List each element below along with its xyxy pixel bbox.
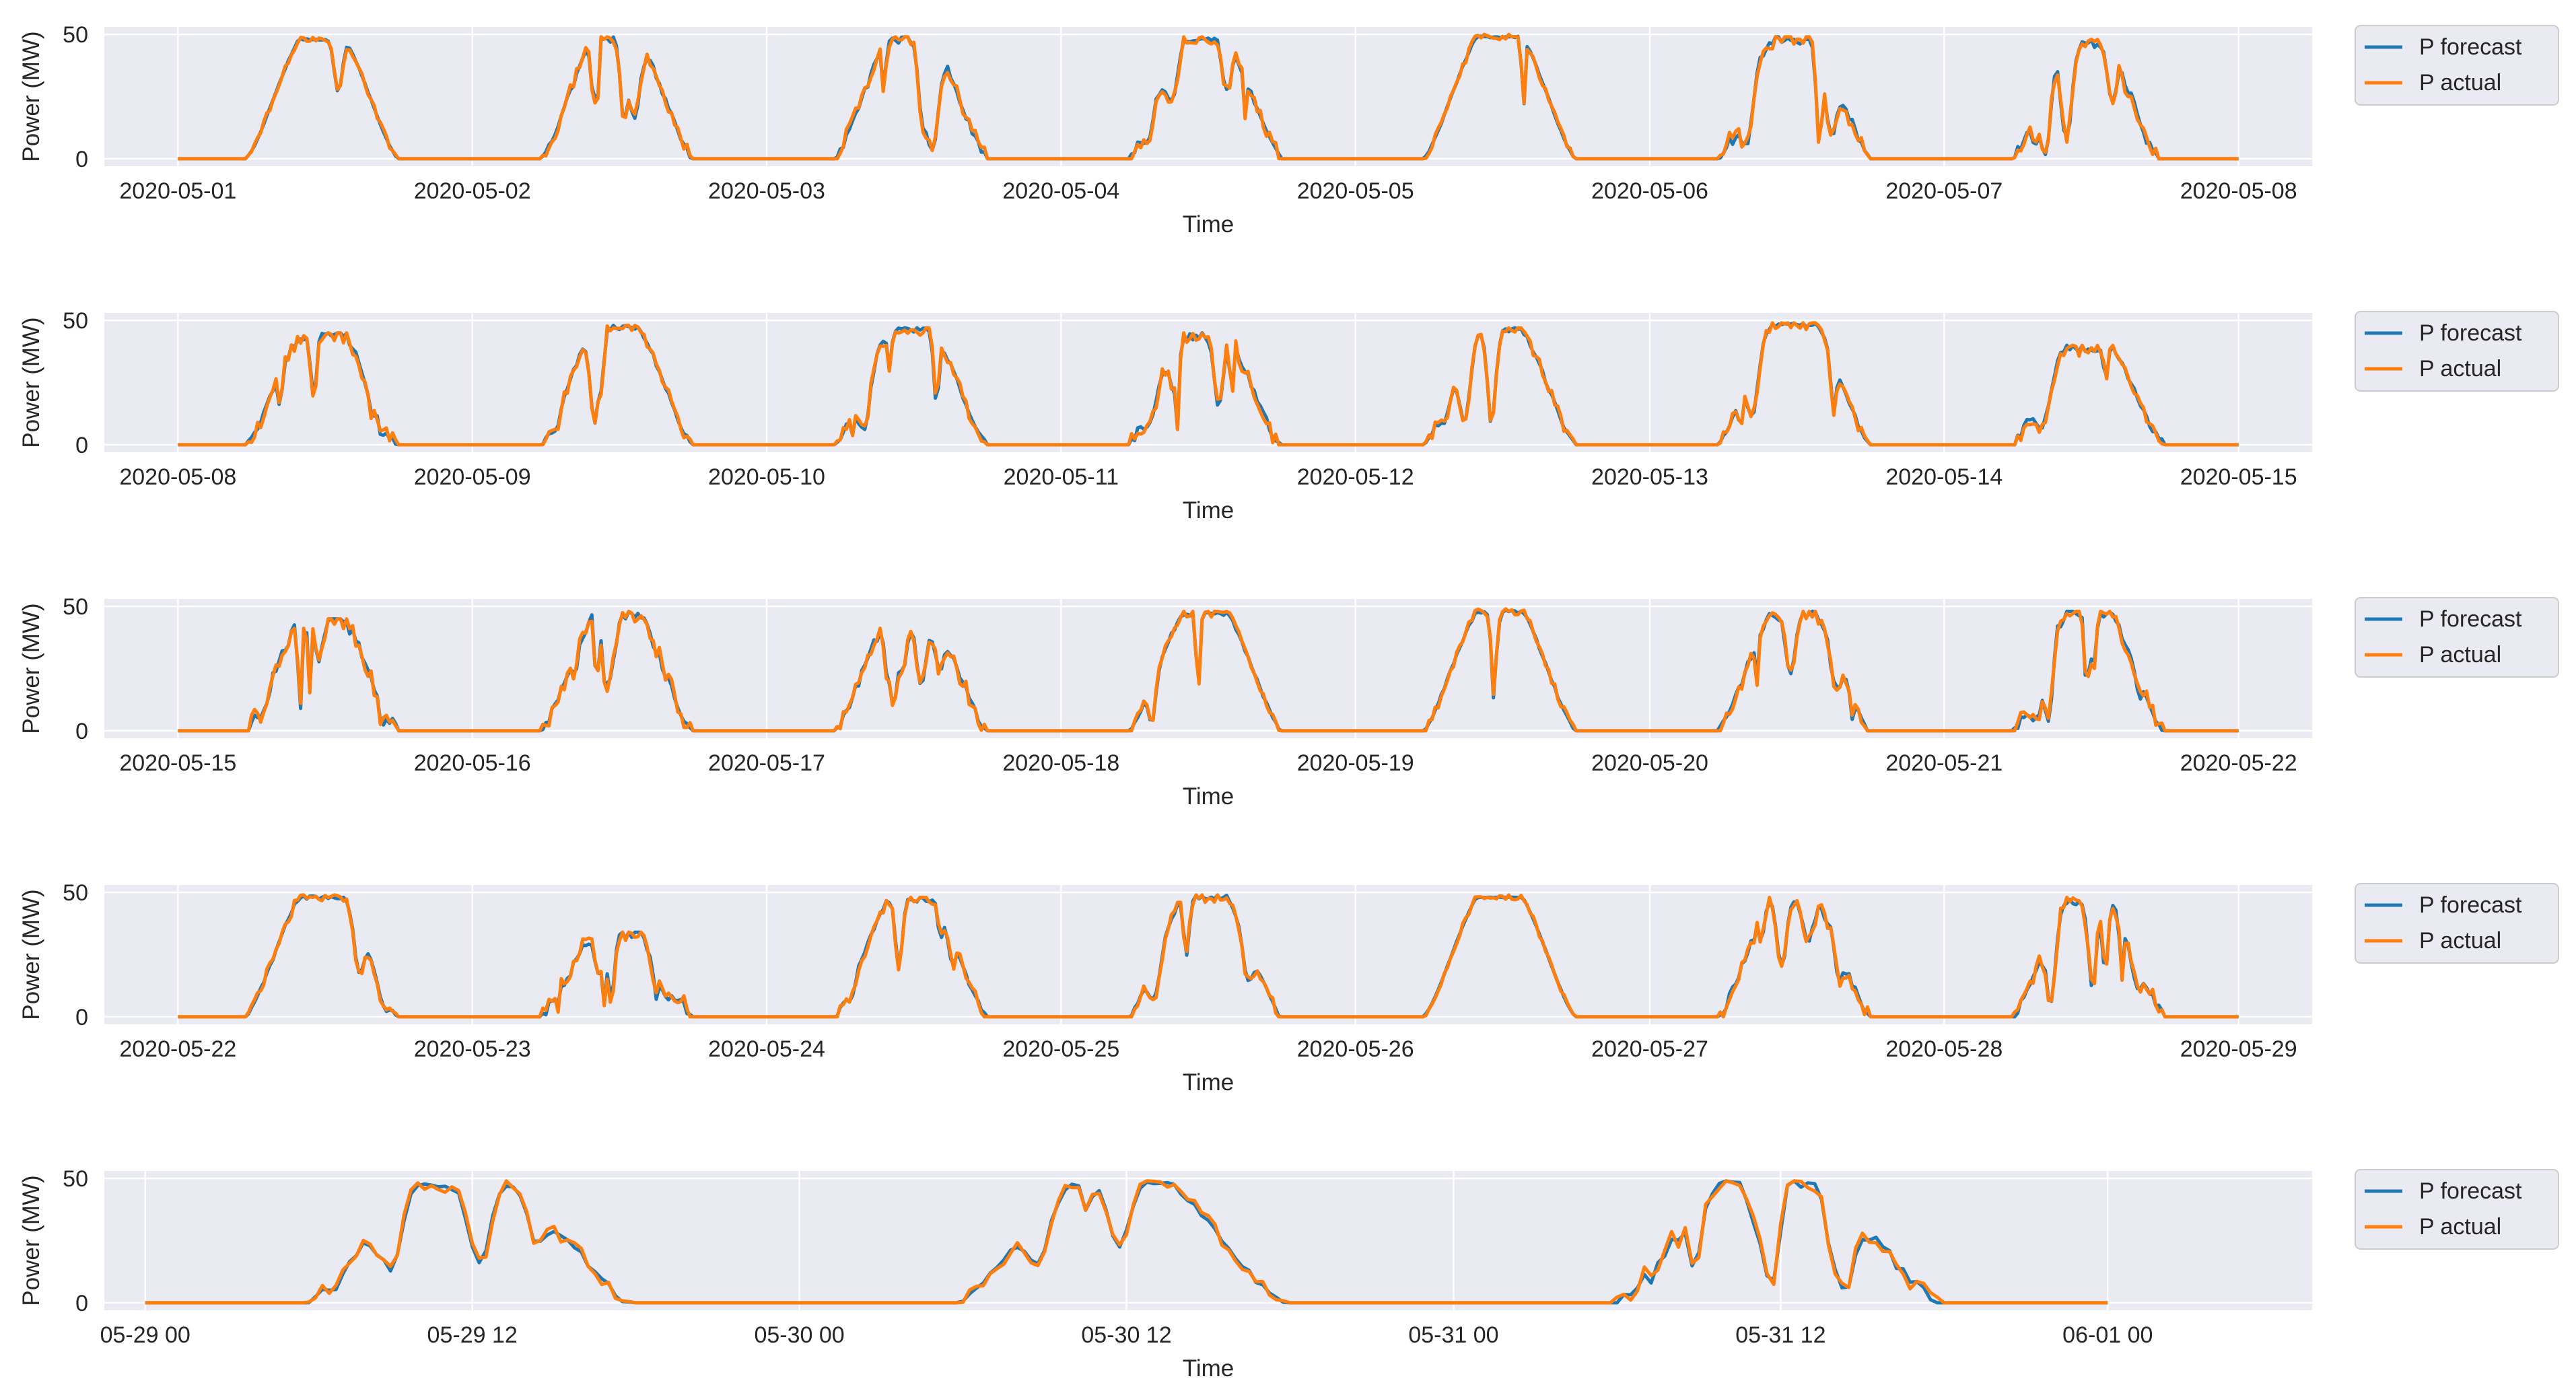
x-tick-label: 2020-05-14 [1885,464,2003,490]
y-tick-label: 0 [75,1291,88,1316]
x-tick-label: 2020-05-22 [2180,750,2297,776]
x-tick-label: 2020-05-06 [1591,178,1708,204]
legend-box [2355,25,2559,106]
legend-label: P actual [2419,642,2501,668]
series-line-p-actual [178,893,2239,1019]
plot-area [104,1171,2312,1310]
x-tick-label: 2020-05-02 [414,178,531,204]
x-tick-label: 2020-05-26 [1297,1036,1414,1062]
x-axis-label: Time [1183,1069,1234,1096]
legend-label: P forecast [2419,320,2522,346]
legend: P forecast P actual [2355,597,2559,678]
legend-box [2355,311,2559,392]
x-tick-label: 2020-05-20 [1591,750,1708,776]
y-tick-label: 50 [63,880,88,906]
subplot-5: 0 50 05-29 00 05-29 12 05-30 00 05-30 12 05-31… [18,1166,2559,1382]
legend-box [2355,597,2559,678]
y-axis-label: Power (MW) [18,603,44,734]
legend: P forecast P actual [2355,25,2559,106]
x-tick-label: 2020-05-23 [414,1036,531,1062]
x-tick-label: 2020-05-08 [119,464,236,490]
y-axis-label: Power (MW) [18,31,44,162]
legend-label: P forecast [2419,34,2522,60]
y-tick-label: 50 [63,22,88,48]
x-tick-label: 2020-05-17 [708,750,825,776]
y-tick-label: 50 [63,1166,88,1192]
y-tick-label: 50 [63,594,88,620]
y-tick-label: 50 [63,308,88,334]
x-axis-label: Time [1183,1355,1234,1382]
legend-label: P forecast [2419,1178,2522,1204]
x-tick-label: 2020-05-15 [119,750,236,776]
x-tick-label: 2020-05-18 [1002,750,1119,776]
y-tick-label: 0 [75,147,88,172]
plot-area [104,27,2312,166]
series-line-p-actual [145,1179,2108,1305]
x-tick-label: 05-31 00 [1408,1322,1498,1348]
x-tick-label: 2020-05-21 [1885,750,2003,776]
x-tick-label: 05-29 12 [427,1322,518,1348]
x-tick-label: 2020-05-27 [1591,1036,1708,1062]
subplot-4: 0 50 2020-05-22 2020-05-23 2020-05-24 2020-05… [18,880,2559,1096]
legend-label: P actual [2419,928,2501,954]
y-tick-label: 0 [75,719,88,744]
x-tick-label: 2020-05-28 [1885,1036,2003,1062]
x-tick-label: 05-31 12 [1735,1322,1825,1348]
legend-label: P actual [2419,70,2501,96]
series-line-p-actual [178,321,2239,447]
x-axis-label: Time [1183,211,1234,238]
x-tick-label: 2020-05-15 [2180,464,2297,490]
x-tick-label: 2020-05-22 [119,1036,236,1062]
x-tick-label: 2020-05-08 [2180,178,2297,204]
x-tick-label: 2020-05-04 [1002,178,1119,204]
legend: P forecast P actual [2355,883,2559,964]
x-tick-label: 2020-05-09 [414,464,531,490]
x-tick-label: 2020-05-12 [1297,464,1414,490]
subplot-2: 0 50 2020-05-08 2020-05-09 2020-05-10 2020-05… [18,308,2559,524]
plot-area [104,599,2312,738]
x-tick-label: 2020-05-13 [1591,464,1708,490]
x-tick-label: 2020-05-01 [119,178,236,204]
plot-area [104,885,2312,1024]
plot-area [104,313,2312,452]
y-tick-label: 0 [75,1005,88,1030]
series-line-p-actual [178,32,2239,161]
subplot-1: 0 50 2020-05-01 2020-05-02 2020-05-03 2020-05… [18,22,2559,238]
x-tick-label: 2020-05-24 [708,1036,825,1062]
legend-label: P actual [2419,356,2501,382]
legend: P forecast P actual [2355,311,2559,392]
legend-box [2355,1169,2559,1250]
x-tick-label: 2020-05-05 [1297,178,1414,204]
x-tick-label: 2020-05-10 [708,464,825,490]
x-tick-label: 06-01 00 [2062,1322,2153,1348]
x-tick-label: 2020-05-03 [708,178,825,204]
x-axis-label: Time [1183,497,1234,524]
x-tick-label: 2020-05-16 [414,750,531,776]
subplot-3: 0 50 2020-05-15 2020-05-16 2020-05-17 2020-05… [18,594,2559,810]
x-tick-label: 2020-05-25 [1002,1036,1119,1062]
x-tick-label: 2020-05-19 [1297,750,1414,776]
x-tick-label: 2020-05-11 [1004,464,1119,490]
x-axis-label: Time [1183,783,1234,810]
x-tick-label: 05-29 00 [100,1322,190,1348]
x-tick-label: 05-30 12 [1081,1322,1171,1348]
legend-label: P forecast [2419,892,2522,918]
legend: P forecast P actual [2355,1169,2559,1250]
x-tick-label: 05-30 00 [754,1322,844,1348]
legend-box [2355,883,2559,964]
y-axis-label: Power (MW) [18,1175,44,1306]
legend-label: P forecast [2419,606,2522,632]
y-tick-label: 0 [75,433,88,458]
legend-label: P actual [2419,1214,2501,1240]
series-line-p-actual [178,607,2239,733]
x-tick-label: 2020-05-07 [1885,178,2003,204]
y-axis-label: Power (MW) [18,889,44,1020]
x-tick-label: 2020-05-29 [2180,1036,2297,1062]
y-axis-label: Power (MW) [18,317,44,448]
